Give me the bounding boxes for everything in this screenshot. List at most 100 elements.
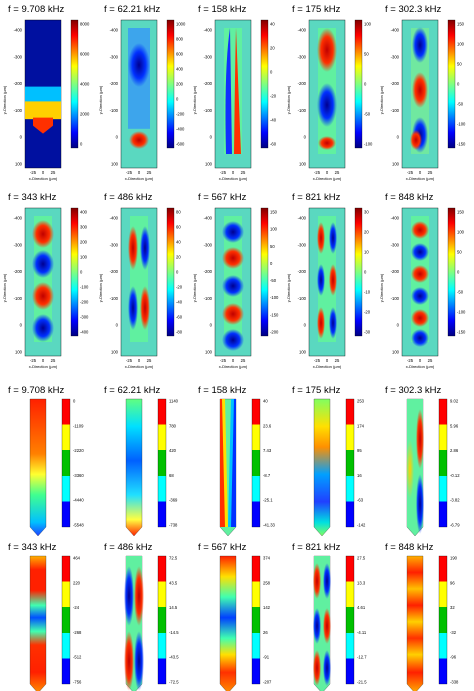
colorbar-tick-label: -300 <box>80 315 89 320</box>
colorbar-tick-label: -142 <box>357 523 366 528</box>
colorbar-tick-label: 68 <box>169 473 174 478</box>
x-axis-label: x-Direction (µm) <box>406 176 435 181</box>
field-lobe <box>222 221 244 243</box>
colorbar-tick-label: 1000 <box>176 22 186 27</box>
colorbar-tick-label: 420 <box>169 448 177 453</box>
measured-panel-r2c3: f = 567 kHz y-Direction (µm) -400 -300 -200 -… <box>192 192 279 369</box>
x-tick-label: 0 <box>232 170 235 175</box>
colorbar-tick-label: 174 <box>357 423 365 428</box>
y-tick-label: 100 <box>111 350 119 355</box>
y-tick-label: 100 <box>15 350 23 355</box>
simulated-panel-r4c4: f = 821 kHz 27.5 13.3 4.61 -4.11 -12.7 -21.5 <box>292 542 367 691</box>
y-tick-label: -100 <box>298 296 307 301</box>
colorbar-tick-label: 6000 <box>80 52 90 57</box>
field-lobe <box>32 220 54 248</box>
panel-title: f = 302.3 kHz <box>385 385 441 396</box>
x-tick-label: 0 <box>326 170 329 175</box>
colorbar-tick-label: -80 <box>176 330 183 335</box>
colorbar-tick-label: -738 <box>169 523 178 528</box>
y-tick-label: -300 <box>14 242 23 247</box>
field-lobe <box>318 136 336 150</box>
colorbar <box>251 398 261 528</box>
y-tick-label: -200 <box>204 81 213 86</box>
y-tick-label: -200 <box>14 81 23 86</box>
panel-title: f = 158 kHz <box>198 385 247 396</box>
y-tick-label: 0 <box>20 323 23 328</box>
colorbar <box>157 555 167 685</box>
beam-model <box>406 555 424 691</box>
x-tick-label: 0 <box>419 170 422 175</box>
colorbar-tick-label: -25.1 <box>263 498 273 503</box>
colorbar-tick-label: 43.5 <box>169 580 178 585</box>
y-tick-label: -300 <box>14 54 23 59</box>
colorbar-tick-label: 200 <box>80 240 88 245</box>
panel-title: f = 62.21 kHz <box>104 4 160 15</box>
field-lobe <box>134 566 144 626</box>
y-tick-label: -100 <box>14 296 23 301</box>
y-tick-label: -300 <box>298 242 307 247</box>
colorbar-tick-label: 464 <box>73 556 81 561</box>
colorbar-tick-label: -14.5 <box>169 630 179 635</box>
field-lobe <box>317 264 325 296</box>
colorbar-tick-label: 220 <box>73 580 81 585</box>
field-lobe <box>323 563 331 599</box>
x-tick-label: 0 <box>419 358 422 363</box>
colorbar-tick-label: 0 <box>80 270 83 275</box>
colorbar-tick-label: 16 <box>357 473 362 478</box>
x-tick-label: -25 <box>30 170 37 175</box>
x-axis-label: x-Direction (µm) <box>219 364 248 369</box>
y-tick-label: -400 <box>298 216 307 221</box>
x-axis-label: x-Direction (µm) <box>29 364 58 369</box>
colorbar-tick-label: 374 <box>263 556 271 561</box>
simulated-panel-r4c1: f = 343 kHz 464 220 -24 -268 -512 -756 <box>8 542 82 691</box>
y-tick-label: -300 <box>204 242 213 247</box>
panel-title: f = 343 kHz <box>8 192 57 203</box>
x-tick-label: 0 <box>42 170 45 175</box>
x-tick-label: -25 <box>407 358 414 363</box>
y-tick-label: 0 <box>116 135 119 140</box>
y-tick-label: -200 <box>110 81 119 86</box>
panel-title: f = 567 kHz <box>198 192 247 203</box>
simulated-panel-r4c2: f = 486 kHz 72.5 43.5 14.5 -14.5 -43.5 -72.5 <box>104 542 179 691</box>
colorbar-tick-label: 4000 <box>80 82 90 87</box>
field-lobe <box>129 131 149 149</box>
colorbar-tick-label: -150 <box>457 142 466 147</box>
x-tick-label: 25 <box>335 358 340 363</box>
colorbar-tick-label: 72.5 <box>169 556 178 561</box>
colorbar-tick-label: 780 <box>169 423 177 428</box>
colorbar-tick-label: 0 <box>270 70 273 75</box>
colorbar-tick-label: 10 <box>364 250 369 255</box>
x-tick-label: -25 <box>407 170 414 175</box>
colorbar-tick-label: 0 <box>364 270 367 275</box>
y-tick-label: 100 <box>205 162 213 167</box>
colorbar-tick-label: 600 <box>176 52 184 57</box>
field-lobe <box>317 222 325 254</box>
y-tick-label: -400 <box>298 28 307 33</box>
colorbar-tick-label: 2.86 <box>450 448 459 453</box>
simulated-panel-r4c5: f = 848 kHz 190 96 32 -32 -96 -338 <box>385 542 459 691</box>
colorbar <box>61 555 71 685</box>
colorbar-tick-label: -0.12 <box>450 473 460 478</box>
field-lobe <box>313 650 321 686</box>
x-tick-label: -25 <box>30 358 37 363</box>
field-lobe <box>134 631 144 691</box>
colorbar-tick-label: 253 <box>357 399 365 404</box>
x-tick-label: 25 <box>147 358 152 363</box>
field-lobe <box>317 83 337 127</box>
colorbar <box>260 207 269 337</box>
x-tick-label: -25 <box>314 170 321 175</box>
simulated-panel-r3c2: f = 62.21 kHz 1140 780 420 68 -369 -738 <box>104 385 179 537</box>
colorbar-tick-label: -200 <box>270 330 279 335</box>
field-lobe <box>222 247 244 269</box>
colorbar-tick-label: -4.11 <box>357 630 367 635</box>
field-lobe <box>317 28 337 72</box>
tip-region <box>33 117 53 134</box>
x-axis-label: x-Direction (µm) <box>406 364 435 369</box>
colorbar-tick-label: -100 <box>270 295 279 300</box>
colorbar-tick-label: 23.6 <box>263 423 272 428</box>
colorbar-tick-label: -5548 <box>73 523 84 528</box>
colorbar-tick-label: 150 <box>457 22 465 27</box>
field-lobe <box>411 329 429 347</box>
colorbar-tick-label: 2000 <box>80 112 90 117</box>
